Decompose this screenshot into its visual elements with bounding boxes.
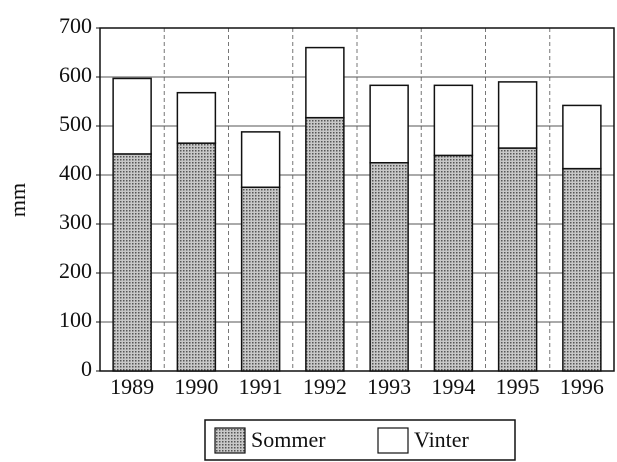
- legend-swatch: [214, 427, 246, 454]
- y-tick-label: 0: [81, 356, 92, 381]
- y-axis-label: mm: [5, 183, 30, 217]
- bar-segment: [112, 77, 152, 155]
- x-tick-label: 1989: [110, 374, 154, 399]
- bar-segment: [433, 154, 474, 372]
- x-tick-label: 1994: [431, 374, 475, 399]
- y-tick-label: 300: [59, 209, 92, 234]
- x-tick-label: 1996: [560, 374, 604, 399]
- bar-segment: [497, 81, 538, 149]
- bar-segment: [112, 153, 152, 372]
- legend-swatch: [377, 427, 409, 454]
- bar-segment: [176, 91, 217, 144]
- x-tick-label: 1993: [367, 374, 411, 399]
- bar-segment: [305, 116, 345, 372]
- bar-segment: [369, 162, 409, 372]
- x-tick-label: 1995: [496, 374, 540, 399]
- bar-segment: [305, 46, 345, 119]
- x-tick-label: 1991: [239, 374, 283, 399]
- bar-segment: [497, 147, 538, 372]
- y-tick-label: 600: [59, 62, 92, 87]
- y-tick-label: 500: [59, 111, 92, 136]
- legend-label: Sommer: [251, 427, 326, 452]
- bar-segment: [433, 84, 474, 157]
- y-tick-label: 700: [59, 13, 92, 38]
- bar-segment: [562, 104, 602, 170]
- legend-label: Vinter: [414, 427, 470, 452]
- y-tick-label: 200: [59, 258, 92, 283]
- x-tick-label: 1990: [174, 374, 218, 399]
- legend-box: [204, 419, 516, 461]
- bar-segment: [240, 131, 281, 189]
- bar-segment: [562, 167, 602, 372]
- y-tick-label: 400: [59, 160, 92, 185]
- bar-segment: [176, 142, 217, 372]
- bar-segment: [369, 84, 409, 164]
- plot-frame: [99, 27, 615, 372]
- y-tick-label: 100: [59, 307, 92, 332]
- bar-segment: [240, 186, 281, 372]
- x-tick-label: 1992: [303, 374, 347, 399]
